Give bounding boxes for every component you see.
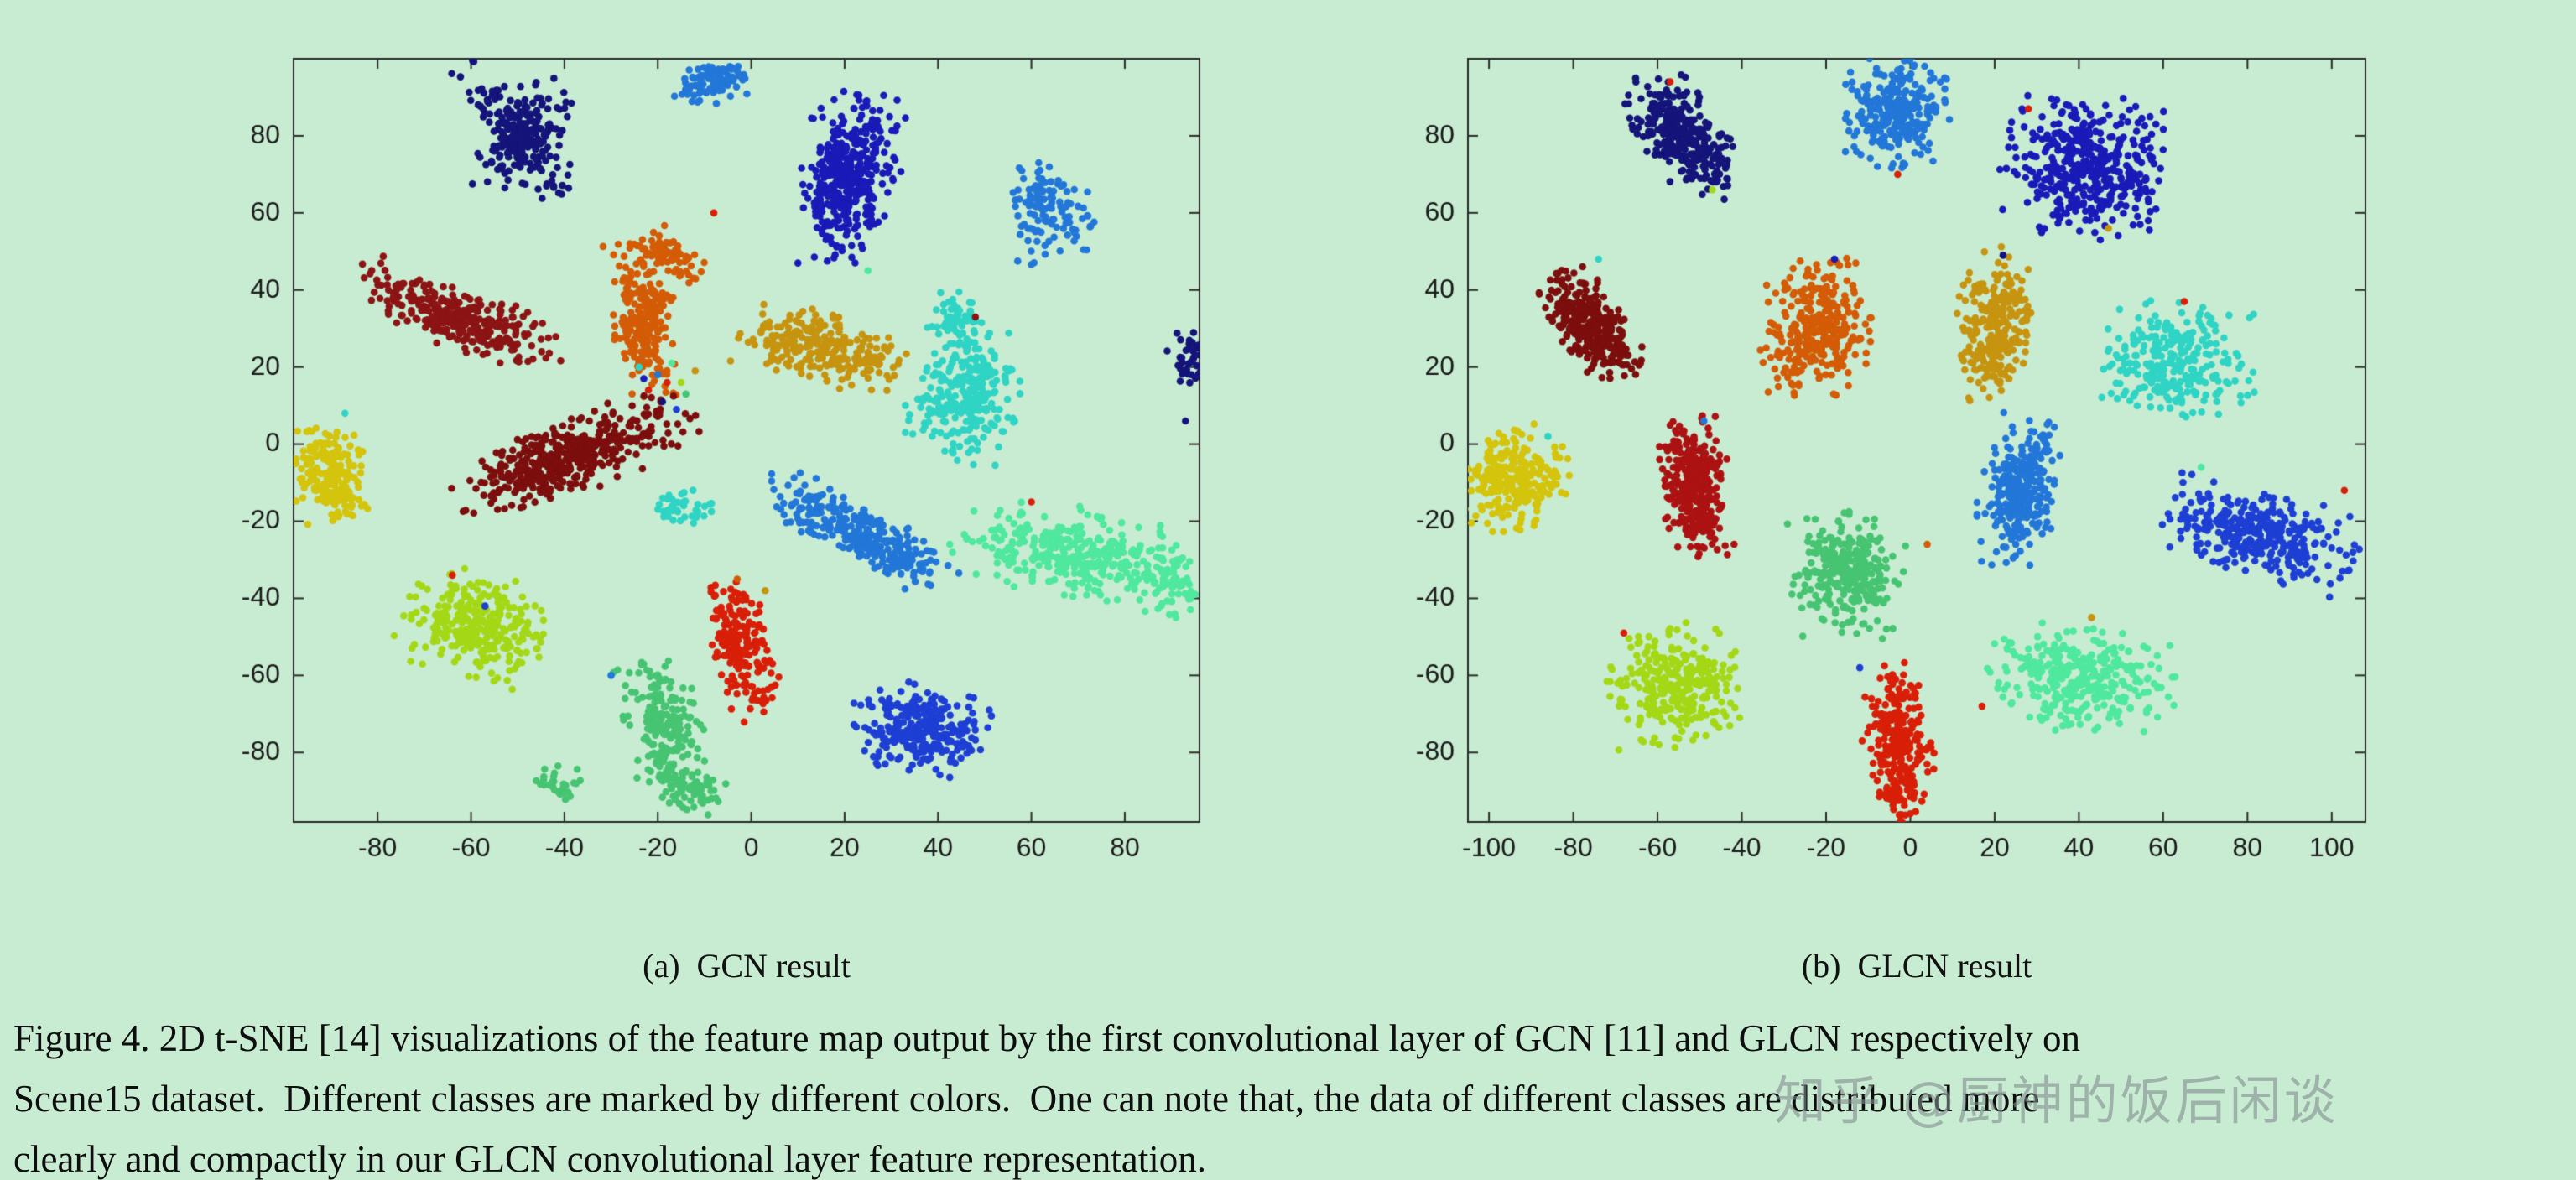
figure-caption: Figure 4. 2D t-SNE [14] visualizations o… [13,1008,2080,1180]
caption-line-3: clearly and compactly in our GLCN convol… [13,1138,1206,1180]
scatter-plot-gcn-result [193,34,1250,881]
subcaption-glcn: (b) GLCN result [1801,947,2032,985]
caption-line-1: Figure 4. 2D t-SNE [14] visualizations o… [13,1017,2081,1059]
scatter-plot-glcn-result [1367,34,2424,881]
subcaption-gcn: (a) GCN result [643,947,851,985]
zhihu-watermark: 知乎 @厨神的饭后闲谈 [1774,1070,2339,1131]
caption-line-2: Scene15 dataset. Different classes are m… [13,1078,2040,1120]
